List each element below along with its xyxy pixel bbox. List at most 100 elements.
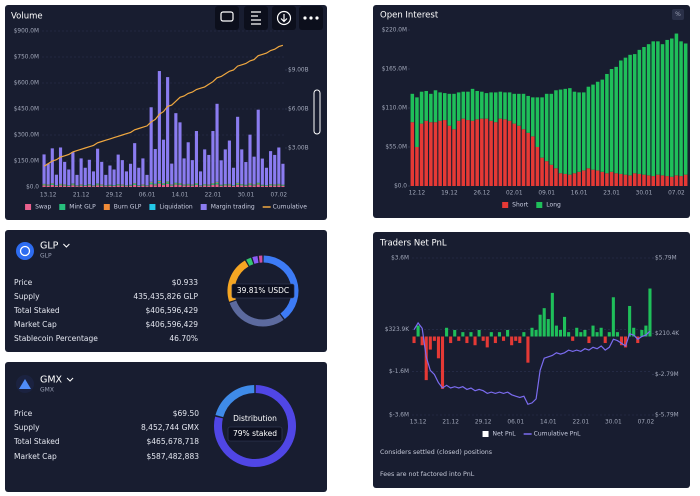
x-tick-label: 14.01 bbox=[540, 420, 557, 426]
bar bbox=[415, 147, 419, 186]
bar bbox=[141, 185, 145, 187]
bar bbox=[660, 175, 665, 186]
bar bbox=[644, 325, 648, 337]
bar bbox=[577, 171, 581, 186]
legend-swatch bbox=[482, 431, 489, 437]
y-tick-label: $165.0M bbox=[382, 67, 407, 73]
bar bbox=[199, 171, 203, 186]
percent-toggle[interactable] bbox=[672, 9, 684, 20]
bar bbox=[231, 185, 236, 186]
bar bbox=[96, 183, 100, 185]
bar bbox=[637, 49, 642, 174]
token-menu-chevron bbox=[66, 377, 74, 382]
scroll-handle[interactable] bbox=[313, 89, 321, 135]
bar bbox=[679, 41, 683, 177]
bar bbox=[161, 139, 166, 184]
bar bbox=[554, 168, 558, 186]
legend-swatch bbox=[502, 202, 509, 208]
x-tick-label: 22.01 bbox=[205, 193, 222, 199]
bar bbox=[137, 167, 141, 186]
stat-value: $0.933 bbox=[172, 278, 198, 287]
legend-label: Short bbox=[512, 202, 529, 209]
bar bbox=[58, 185, 63, 187]
x-tick-label: 13.12 bbox=[40, 193, 57, 199]
bar bbox=[141, 184, 145, 186]
bar bbox=[256, 184, 260, 187]
bar bbox=[50, 183, 54, 185]
bar bbox=[683, 174, 688, 186]
bar bbox=[277, 147, 281, 184]
bar bbox=[264, 167, 269, 186]
bar bbox=[248, 134, 252, 184]
bar bbox=[416, 325, 420, 337]
bar bbox=[581, 170, 586, 186]
bar bbox=[260, 158, 264, 185]
bar bbox=[211, 131, 215, 184]
stat-label: Price bbox=[14, 409, 33, 418]
bar bbox=[244, 185, 248, 186]
bar bbox=[71, 152, 75, 184]
bar bbox=[485, 336, 489, 348]
bar bbox=[507, 92, 512, 121]
bar bbox=[207, 184, 211, 186]
donut-label-box bbox=[231, 283, 295, 299]
bar bbox=[67, 169, 71, 186]
download-icon bbox=[276, 10, 292, 26]
bar bbox=[449, 336, 453, 344]
bar bbox=[600, 171, 605, 186]
y-tick-label: $323.9K bbox=[385, 327, 409, 333]
bar bbox=[535, 97, 540, 147]
y2-tick-label: $9.00B bbox=[288, 68, 309, 74]
bar bbox=[170, 184, 174, 186]
bar bbox=[526, 95, 530, 133]
bar bbox=[153, 149, 157, 184]
bar bbox=[619, 60, 623, 174]
bar bbox=[512, 123, 517, 186]
bar bbox=[656, 41, 660, 175]
chart-title: Open Interest bbox=[380, 11, 439, 21]
bar bbox=[87, 184, 91, 186]
stat-label: Supply bbox=[14, 292, 40, 301]
bar bbox=[281, 185, 285, 186]
legend: Net PnL Cumulative PnL bbox=[482, 431, 581, 438]
chart-title: Traders Net PnL bbox=[379, 239, 447, 249]
token-name: GMX bbox=[40, 375, 63, 386]
bar bbox=[194, 183, 199, 184]
bar bbox=[619, 173, 623, 186]
bar bbox=[410, 93, 415, 123]
bar bbox=[549, 164, 554, 186]
bar bbox=[591, 325, 595, 337]
bar bbox=[211, 183, 215, 184]
bar bbox=[571, 336, 575, 341]
bar bbox=[75, 185, 79, 187]
note: Considers settled (closed) positions bbox=[380, 449, 492, 456]
bar bbox=[71, 183, 75, 185]
bar bbox=[166, 182, 170, 184]
bar bbox=[429, 93, 433, 123]
legend-label: Net PnL bbox=[493, 431, 517, 438]
stat-value: $406,596,429 bbox=[146, 306, 199, 315]
bar bbox=[223, 184, 227, 186]
bar bbox=[595, 81, 600, 171]
donut-segment bbox=[227, 260, 249, 302]
x-tick-label: 02.01 bbox=[506, 191, 523, 197]
stat-label: Supply bbox=[14, 423, 40, 432]
comment-button[interactable] bbox=[215, 6, 239, 30]
token-subtitle: GMX bbox=[40, 387, 54, 394]
bar bbox=[521, 129, 526, 186]
bar bbox=[128, 185, 133, 187]
bar bbox=[91, 171, 96, 186]
bar bbox=[538, 314, 542, 337]
bar bbox=[252, 184, 256, 186]
bar bbox=[227, 140, 231, 184]
bar bbox=[124, 186, 128, 187]
bar bbox=[252, 156, 256, 185]
x-tick-label: 12.12 bbox=[409, 191, 426, 197]
bar bbox=[475, 119, 479, 186]
bar bbox=[71, 184, 75, 186]
y-tick-label: $-1.6M bbox=[389, 369, 409, 375]
layout-button[interactable] bbox=[244, 6, 268, 30]
bar bbox=[614, 173, 618, 186]
bar bbox=[632, 54, 637, 174]
